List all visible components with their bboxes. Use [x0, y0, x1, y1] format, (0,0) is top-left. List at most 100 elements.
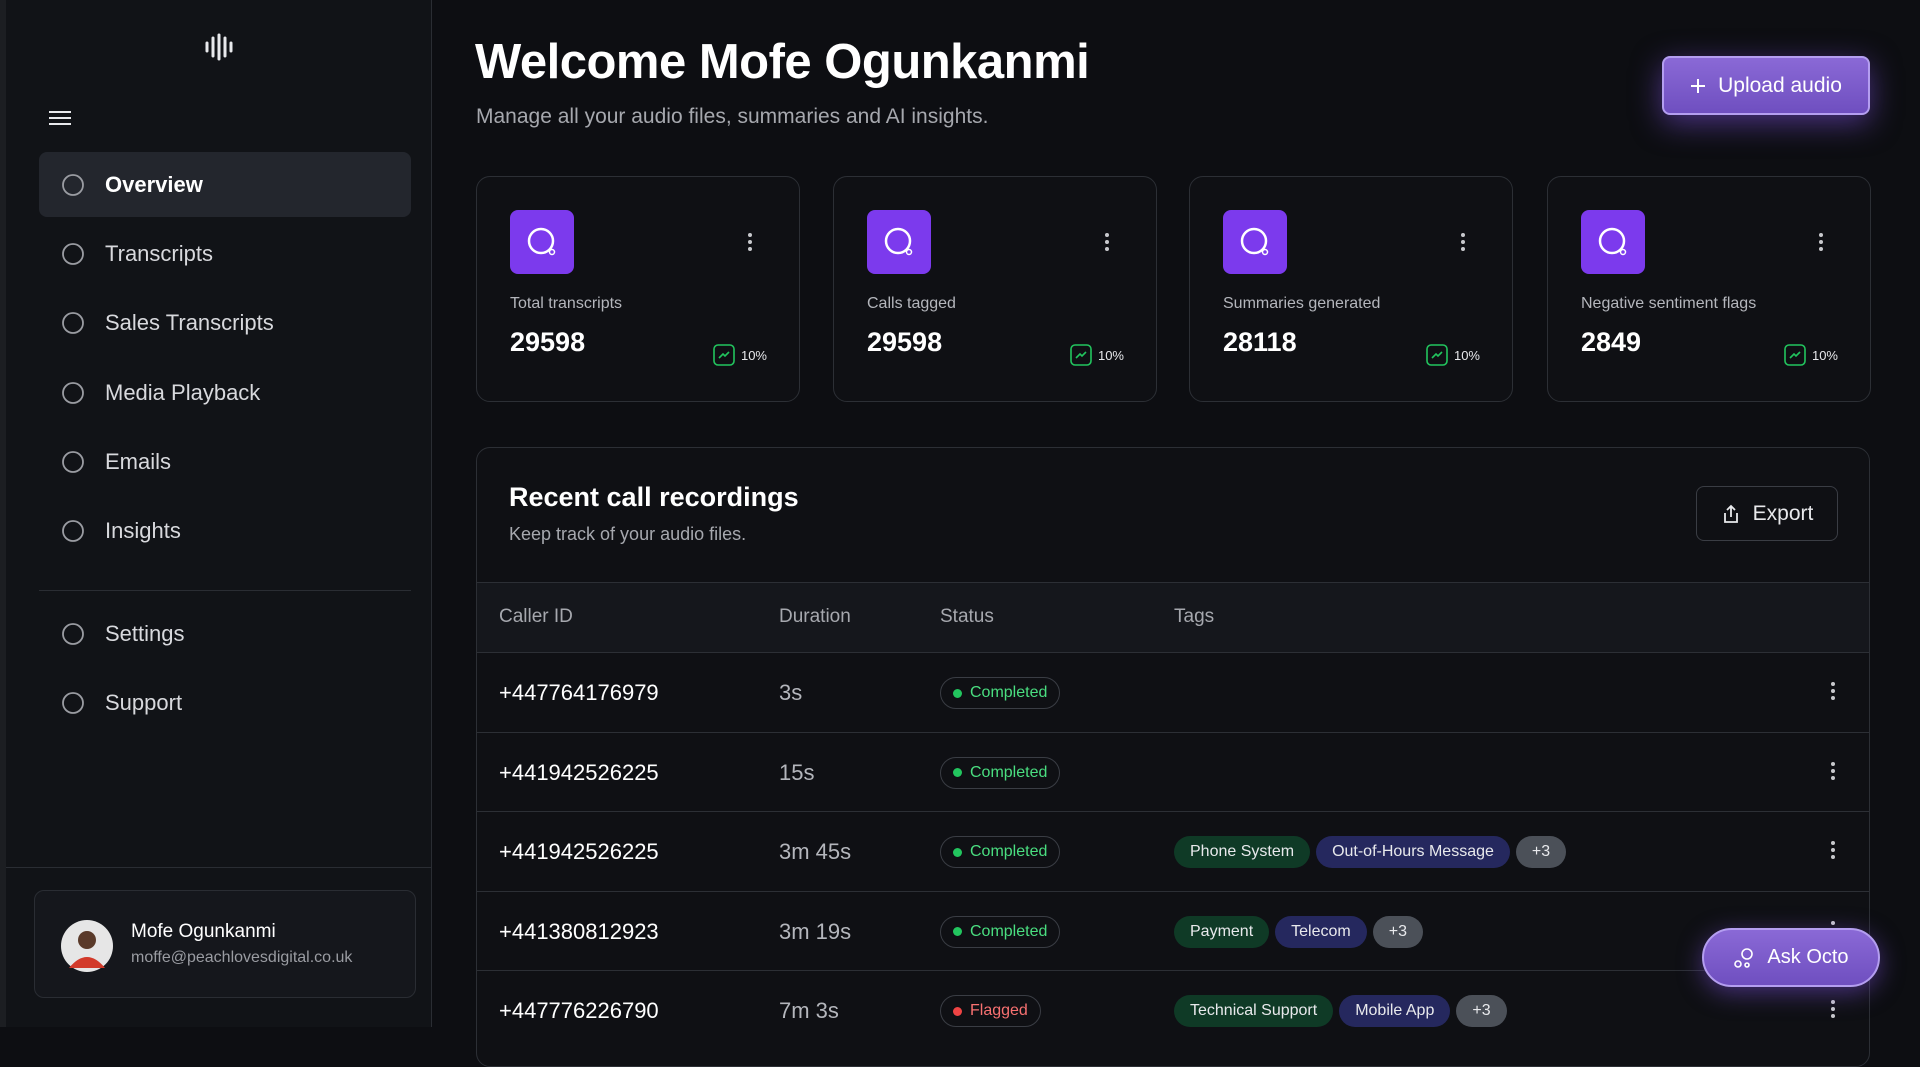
status-label: Completed — [970, 922, 1048, 940]
assistant-icon — [1734, 947, 1754, 968]
assistant-button[interactable]: Ask Octo — [1702, 928, 1880, 987]
export-button[interactable]: Export — [1696, 486, 1838, 541]
caller-id: +447776226790 — [499, 998, 659, 1023]
nav-label: Overview — [105, 171, 203, 197]
stat-label: Total transcripts — [510, 295, 623, 312]
status-pill: Completed — [940, 836, 1061, 868]
duration: 3s — [779, 680, 803, 705]
stat-icon — [1223, 210, 1287, 274]
change-value: 10% — [1097, 347, 1124, 363]
status-dot — [953, 927, 962, 936]
row-menu[interactable] — [1830, 761, 1836, 781]
user-email: moffe@peachlovesdigital.co.uk — [131, 949, 353, 966]
table-row[interactable]: +447764176979 3s Completed — [477, 652, 1869, 732]
assistant-label: Ask Octo — [1767, 946, 1849, 968]
caller-id: +441942526225 — [499, 839, 659, 864]
row-menu[interactable] — [1830, 681, 1836, 701]
nav-label: Support — [105, 689, 183, 715]
change-value: 10% — [1453, 347, 1480, 363]
table-row[interactable]: +441942526225 15s Completed — [477, 731, 1869, 812]
stat-change: 10% — [1784, 344, 1838, 366]
icon-glyph — [527, 227, 556, 256]
column-header: Status — [940, 606, 994, 627]
status-label: Flagged — [970, 1002, 1028, 1019]
nav-icon — [62, 622, 84, 645]
stat-label: Summaries generated — [1223, 295, 1381, 312]
nav-icon — [62, 311, 84, 334]
tag: Telecom — [1275, 915, 1367, 948]
caller-id: +441380812923 — [499, 918, 659, 944]
nav-label: Sales Transcripts — [105, 309, 274, 335]
nav-item[interactable]: Settings — [39, 601, 411, 666]
column-header: Duration — [779, 606, 851, 627]
stat-card: Calls tagged 29598 10% — [833, 176, 1157, 402]
nav-icon — [62, 173, 84, 196]
status-label: Completed — [970, 843, 1048, 860]
nav-label: Transcripts — [105, 240, 213, 266]
trend-icon — [1070, 344, 1092, 366]
card-menu[interactable] — [1460, 232, 1466, 252]
stat-card: Total transcripts 29598 10% — [476, 176, 800, 402]
sidebar: Mofe Ogunkanmi moffe@peachlovesdigital.c… — [0, 0, 432, 1027]
stat-card: Negative sentiment flags 2849 10% — [1547, 176, 1871, 402]
stat-value: 29598 — [867, 327, 943, 357]
status-dot — [953, 768, 962, 777]
nav-item[interactable]: Overview — [39, 152, 411, 217]
nav-icon — [62, 519, 84, 542]
trend-icon — [1784, 344, 1806, 366]
nav-item[interactable]: Media Playback — [39, 360, 411, 425]
tags-cell: Technical Support Mobile App +3 — [1174, 971, 1513, 1051]
row-menu[interactable] — [1830, 999, 1836, 1019]
status-pill: Completed — [940, 756, 1061, 789]
plus-icon — [1691, 78, 1706, 93]
avatar — [61, 920, 113, 972]
status-cell: Completed — [940, 892, 1061, 972]
nav-label: Emails — [105, 448, 172, 474]
status-dot — [953, 847, 962, 857]
status-label: Completed — [970, 763, 1048, 781]
nav-icon — [62, 242, 84, 265]
caller-id: +447764176979 — [499, 680, 659, 705]
card-menu[interactable] — [1818, 232, 1824, 252]
nav-item[interactable]: Insights — [39, 498, 411, 563]
upload-button[interactable]: Upload audio — [1662, 56, 1870, 115]
card-menu[interactable] — [747, 232, 753, 252]
tag: Payment — [1174, 915, 1270, 948]
tags-cell: Payment Telecom +3 — [1174, 892, 1429, 972]
nav-label: Settings — [105, 620, 185, 646]
table-row[interactable]: +447776226790 7m 3s Flagged Technical Suppo… — [477, 970, 1869, 1051]
stat-value: 2849 — [1581, 327, 1642, 357]
status-pill: Flagged — [940, 995, 1041, 1027]
tag: Mobile App — [1339, 995, 1451, 1027]
table-row[interactable]: +441380812923 3m 19s Completed Payment Telec… — [477, 890, 1869, 972]
menu-toggle[interactable] — [48, 109, 72, 127]
status-pill: Completed — [940, 677, 1061, 709]
nav-item[interactable]: Emails — [39, 429, 411, 494]
nav-item[interactable]: Transcripts — [39, 221, 411, 286]
table-row[interactable]: +441942526225 3m 45s Completed Phone System… — [477, 811, 1869, 892]
card-menu[interactable] — [1104, 232, 1110, 252]
stat-icon — [510, 210, 574, 274]
column-header: Tags — [1174, 606, 1215, 627]
table-header: Caller ID Duration Status Tags — [477, 582, 1869, 652]
page-title: Welcome Mofe Ogunkanmi — [475, 35, 1090, 89]
row-menu[interactable] — [1830, 840, 1836, 860]
nav-item[interactable]: Sales Transcripts — [39, 290, 411, 355]
upload-label: Upload audio — [1718, 73, 1842, 97]
user-card[interactable]: Mofe Ogunkanmi moffe@peachlovesdigital.c… — [34, 890, 416, 998]
tags-cell: Phone System Out-of-Hours Message +3 — [1174, 812, 1572, 892]
nav-label: Media Playback — [105, 379, 261, 405]
status-pill: Completed — [940, 915, 1061, 948]
tag: +3 — [1456, 995, 1507, 1027]
stat-value: 28118 — [1223, 327, 1297, 357]
stat-label: Calls tagged — [867, 295, 956, 312]
status-dot — [953, 1006, 962, 1016]
status-dot — [953, 688, 962, 698]
divider — [6, 867, 432, 868]
status-label: Completed — [970, 684, 1048, 701]
recordings-panel: Recent call recordings Keep track of you… — [476, 447, 1870, 1067]
duration: 3m 19s — [779, 918, 852, 944]
nav-item[interactable]: Support — [39, 670, 411, 735]
tag: Phone System — [1174, 836, 1311, 868]
icon-glyph — [1598, 227, 1627, 256]
